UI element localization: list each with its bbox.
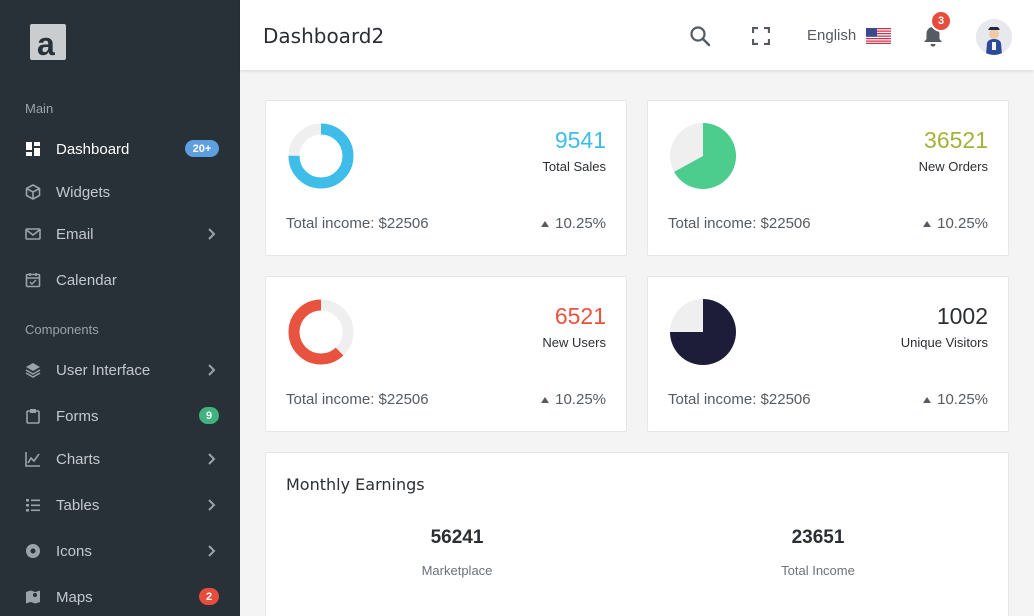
- cube-icon: [25, 184, 41, 200]
- total-sales-donut-chart: [288, 123, 354, 189]
- top-header: Dashboard2 English 3: [240, 0, 1034, 70]
- marketplace-value: 56241: [430, 527, 484, 548]
- new-users-label: New Users: [542, 335, 606, 350]
- sidebar-item-label: Maps: [56, 588, 93, 606]
- forms-count-badge: 9: [199, 407, 219, 424]
- new-users-value: 6521: [554, 303, 606, 329]
- line-chart-icon: [25, 452, 40, 467]
- chevron-right-icon: [208, 499, 216, 511]
- language-selector[interactable]: English: [807, 27, 857, 44]
- trend-percent: 10.25%: [937, 215, 988, 232]
- us-flag-icon[interactable]: [866, 28, 891, 44]
- donut-arc: [288, 123, 354, 189]
- unique-visitors-label: Unique Visitors: [900, 335, 988, 350]
- trend-indicator: 10.25%: [541, 215, 606, 232]
- dashboard-icon: [26, 142, 40, 156]
- user-avatar-image: [976, 19, 1012, 55]
- sidebar-item-forms[interactable]: Forms 9: [0, 396, 240, 436]
- unique-visitors-value: 1002: [936, 303, 988, 329]
- sidebar-item-label: User Interface: [56, 361, 151, 379]
- sidebar-item-email[interactable]: Email: [0, 214, 240, 254]
- total-income-text: Total income: $22506: [286, 215, 429, 232]
- section-components: Components: [25, 322, 99, 337]
- sidebar-item-tables[interactable]: Tables: [0, 485, 240, 525]
- page-title: Dashboard2: [263, 24, 385, 48]
- fullscreen-icon[interactable]: [752, 27, 770, 45]
- notification-count-badge: 3: [930, 10, 952, 32]
- sidebar-item-charts[interactable]: Charts: [0, 439, 240, 479]
- stat-card-unique-visitors: 1002 Unique Visitors Total income: $2250…: [647, 276, 1009, 432]
- trend-percent: 10.25%: [555, 391, 606, 408]
- sidebar-item-user-interface[interactable]: User Interface: [0, 350, 240, 390]
- trend-percent: 10.25%: [555, 215, 606, 232]
- trend-indicator: 10.25%: [541, 391, 606, 408]
- pie-slice: [670, 299, 736, 365]
- pie-slice: [674, 123, 736, 189]
- logo-letter: a: [37, 26, 55, 60]
- new-orders-label: New Orders: [918, 159, 988, 174]
- sidebar-item-label: Email: [56, 225, 94, 243]
- sidebar-item-widgets[interactable]: Widgets: [0, 172, 240, 212]
- maps-count-badge: 2: [199, 588, 219, 605]
- total-income-text: Total income: $22506: [668, 215, 811, 232]
- arrow-up-icon: [923, 396, 932, 403]
- mail-icon: [25, 228, 41, 240]
- calendar-icon: [25, 273, 41, 288]
- stat-card-total-sales: 9541 Total Sales Total income: $22506 10…: [265, 100, 627, 256]
- sidebar-item-dashboard[interactable]: Dashboard 20+: [0, 129, 240, 169]
- chevron-right-icon: [208, 364, 216, 376]
- layers-icon: [25, 363, 41, 378]
- sidebar-item-label: Icons: [56, 542, 92, 560]
- sidebar-item-maps[interactable]: Maps 2: [0, 577, 240, 616]
- sidebar-item-label: Dashboard: [56, 140, 130, 158]
- arrow-up-icon: [541, 396, 550, 403]
- total-income-text: Total income: $22506: [286, 391, 429, 408]
- chevron-right-icon: [208, 453, 216, 465]
- sidebar-item-label: Forms: [56, 407, 99, 425]
- new-orders-pie-chart: [670, 123, 736, 189]
- sidebar-item-label: Calendar: [56, 271, 117, 289]
- section-main: Main: [25, 101, 54, 116]
- marketplace-label: Marketplace: [421, 563, 493, 578]
- total-sales-label: Total Sales: [542, 159, 606, 174]
- arrow-up-icon: [541, 220, 550, 227]
- sidebar-item-calendar[interactable]: Calendar: [0, 260, 240, 300]
- app-logo[interactable]: a: [30, 24, 66, 60]
- sidebar-item-icons[interactable]: Icons: [0, 531, 240, 571]
- donut-arc: [288, 299, 354, 365]
- trend-indicator: 10.25%: [923, 215, 988, 232]
- chevron-right-icon: [208, 228, 216, 240]
- chevron-right-icon: [208, 545, 216, 557]
- total-income-label: Total Income: [781, 563, 855, 578]
- sidebar: a Main Dashboard 20+ Widgets Email Calen…: [0, 0, 240, 616]
- new-orders-value: 36521: [924, 127, 988, 153]
- total-income-text: Total income: $22506: [668, 391, 811, 408]
- user-avatar[interactable]: [976, 19, 1012, 55]
- new-users-donut-chart: [288, 299, 354, 365]
- search-icon[interactable]: [689, 25, 711, 47]
- stat-card-new-users: 6521 New Users Total income: $22506 10.2…: [265, 276, 627, 432]
- disc-icon: [26, 544, 40, 558]
- unique-visitors-pie-chart: [670, 299, 736, 365]
- dashboard-count-badge: 20+: [185, 140, 219, 157]
- monthly-earnings-title: Monthly Earnings: [286, 475, 425, 494]
- sidebar-item-label: Widgets: [56, 183, 111, 201]
- list-icon: [26, 499, 40, 512]
- arrow-up-icon: [923, 220, 932, 227]
- total-sales-value: 9541: [554, 127, 606, 153]
- sidebar-item-label: Charts: [56, 450, 101, 468]
- clipboard-icon: [26, 409, 40, 424]
- sidebar-item-label: Tables: [56, 496, 100, 514]
- monthly-earnings-card: Monthly Earnings 56241 Marketplace 23651…: [265, 452, 1009, 616]
- stat-card-new-orders: 36521 New Orders Total income: $22506 10…: [647, 100, 1009, 256]
- trend-indicator: 10.25%: [923, 391, 988, 408]
- total-income-value: 23651: [791, 527, 845, 548]
- trend-percent: 10.25%: [937, 391, 988, 408]
- map-icon: [26, 590, 40, 604]
